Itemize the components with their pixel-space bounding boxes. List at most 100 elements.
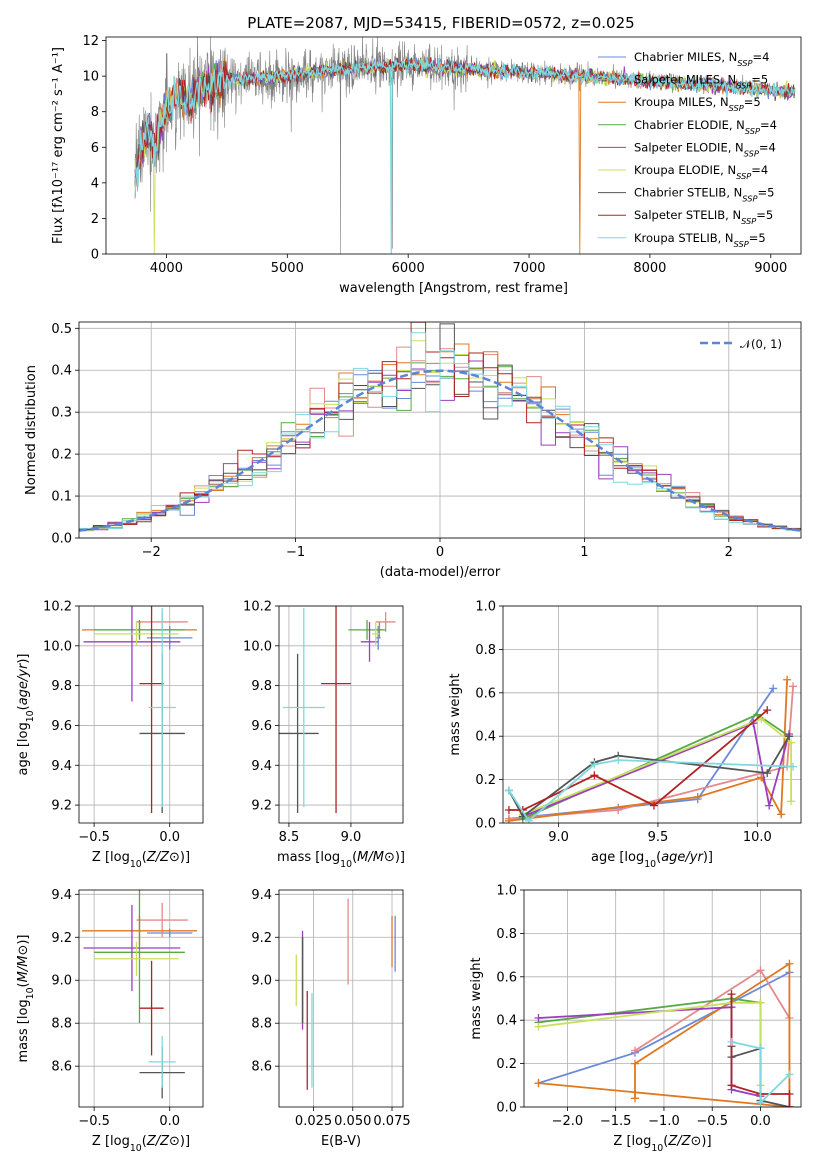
mass-weight-marker [765,801,774,810]
x-tick-label: 0.0 [750,1114,771,1129]
x-tick-label: 10.0 [743,830,772,845]
mass-weight-marker [504,786,513,795]
mass-weight-marker [785,1070,794,1079]
mass-weight-marker [769,684,778,693]
mass-weight-marker [534,1022,543,1031]
y-tick-label: 1.0 [475,600,496,615]
x-tick-label: 5000 [271,261,304,276]
mass-weight-marker [649,801,658,810]
y-tick-label: 0.2 [475,773,496,788]
mass-weight-marker [763,769,772,778]
panel-mass_vs_Z: −0.5 0.0 8.6 8.8 9.0 9.2 9.4 Z [log10(Z/Z⊙)] mas… [16,888,204,1154]
x-tick-label: 0.025 [295,1114,332,1129]
mass-weight-marker [630,1046,639,1055]
x-tick-label: −0.5 [78,830,110,845]
y-tick-label: 9.4 [251,759,272,774]
axes-frame [278,889,404,1108]
axes-frame [502,605,802,824]
plot-area-age_vs_Z [82,606,197,814]
y-tick-label: 9.6 [51,719,72,734]
plot-area-weight_vs_Z [534,959,794,1107]
plot-area-residuals [79,322,801,532]
y-tick-label: 8.8 [51,1017,72,1032]
y-tick-label: 8.6 [251,1060,272,1075]
x-tick-label: −1.5 [600,1114,632,1129]
y-tick-label: 0 [91,248,99,263]
plot-area-spectrum [134,37,796,254]
plot-area-mass_vs_EBV [295,898,396,1090]
y-tick-label: 10.0 [243,639,272,654]
x-tick-label: 4000 [150,261,183,276]
y-tick-label: 9.4 [51,888,72,903]
x-axis-label: E(B-V) [321,1134,361,1149]
x-axis-label: age [log10(age/yr)] [591,850,713,870]
y-tick-label: 0.4 [496,1014,517,1029]
legend-entry: Kroupa STELIB, NSSP=5 [634,231,766,249]
x-tick-label: 9.0 [548,830,569,845]
x-tick-label: 9.0 [341,830,362,845]
x-tick-label: 0.050 [334,1114,371,1129]
y-axis-label: age [log10(age/yr)] [16,653,36,775]
axes-frame [278,605,404,824]
mass-weight-marker [756,998,765,1007]
x-axis-label: Z [log10(Z/Z⊙)] [613,1134,711,1154]
residual-histogram [79,332,801,531]
y-tick-label: 0.4 [51,364,72,379]
panel-mass_vs_EBV: 0.025 0.050 0.075 8.6 8.8 9.0 9.2 9.4 E(B-V) [251,888,410,1149]
x-tick-label: −1 [286,545,305,560]
y-tick-label: 9.0 [51,974,72,989]
mass-weight-marker [727,990,736,999]
mass-weight-marker [630,1059,639,1068]
legend-entry: Chabrier MILES, NSSP=4 [634,50,769,68]
y-tick-label: 0.8 [496,927,517,942]
y-tick-label: 8.6 [51,1060,72,1075]
panel-residuals: −2 −1 0 1 2 0.0 0.1 0.2 0.3 0.4 0.5 (data-model)/er… [24,321,802,580]
x-tick-label: 0 [436,545,444,560]
y-tick-label: 0.0 [51,532,72,547]
x-axis-label: mass [log10(M/M⊙)] [277,850,405,870]
mass-weight-marker [783,675,792,684]
mass-weight-marker [763,706,772,715]
y-tick-label: 9.2 [51,931,72,946]
y-tick-label: 9.4 [51,759,72,774]
x-tick-label: 9.5 [648,830,669,845]
mass-weight-marker [630,1094,639,1103]
y-tick-label: 0.6 [496,970,517,985]
mass-weight-marker [756,1044,765,1053]
mass-weight-line [508,759,794,823]
normal-curve [79,369,801,532]
x-tick-label: −2 [142,545,161,560]
y-tick-label: 12 [82,34,99,49]
y-tick-label: 6 [91,141,99,156]
mass-weight-marker [590,771,599,780]
y-tick-label: 8.8 [251,1017,272,1032]
y-tick-label: 2 [91,212,99,227]
mass-weight-line [538,1001,762,1086]
axes-frame [78,605,204,824]
y-axis-label: Normed distribution [24,365,39,495]
legend-entry: Kroupa MILES, NSSP=5 [634,95,761,113]
y-tick-label: 9.0 [251,974,272,989]
legend: Chabrier MILES, NSSP=4 Salpeter MILES, NS… [598,50,777,249]
x-tick-label: 8000 [633,261,666,276]
x-tick-label: 0.075 [373,1114,410,1129]
mass-weight-marker [785,732,794,741]
plot-area-weight_vs_age [504,675,798,823]
x-tick-label: 1 [580,545,588,560]
axes-frame [523,889,802,1108]
y-tick-label: 9.2 [51,799,72,814]
y-tick-label: 8 [91,105,99,120]
plot-area-mass_vs_Z [82,890,197,1099]
axes-frame [105,36,802,255]
axes-frame [78,889,204,1108]
mass-weight-marker [693,792,702,801]
x-tick-label: −1.0 [648,1114,680,1129]
panel-age_vs_mass: 8.5 9.0 9.2 9.4 9.6 9.8 10.0 10.2 mass [log10(M/… [243,600,405,870]
x-tick-label: 0.0 [159,830,180,845]
y-tick-label: 10.0 [43,639,72,654]
mass-weight-line [508,679,788,822]
legend-entry: Kroupa ELODIE, NSSP=4 [634,163,768,181]
y-tick-label: 10 [82,70,99,85]
y-tick-label: 0.3 [51,406,72,421]
